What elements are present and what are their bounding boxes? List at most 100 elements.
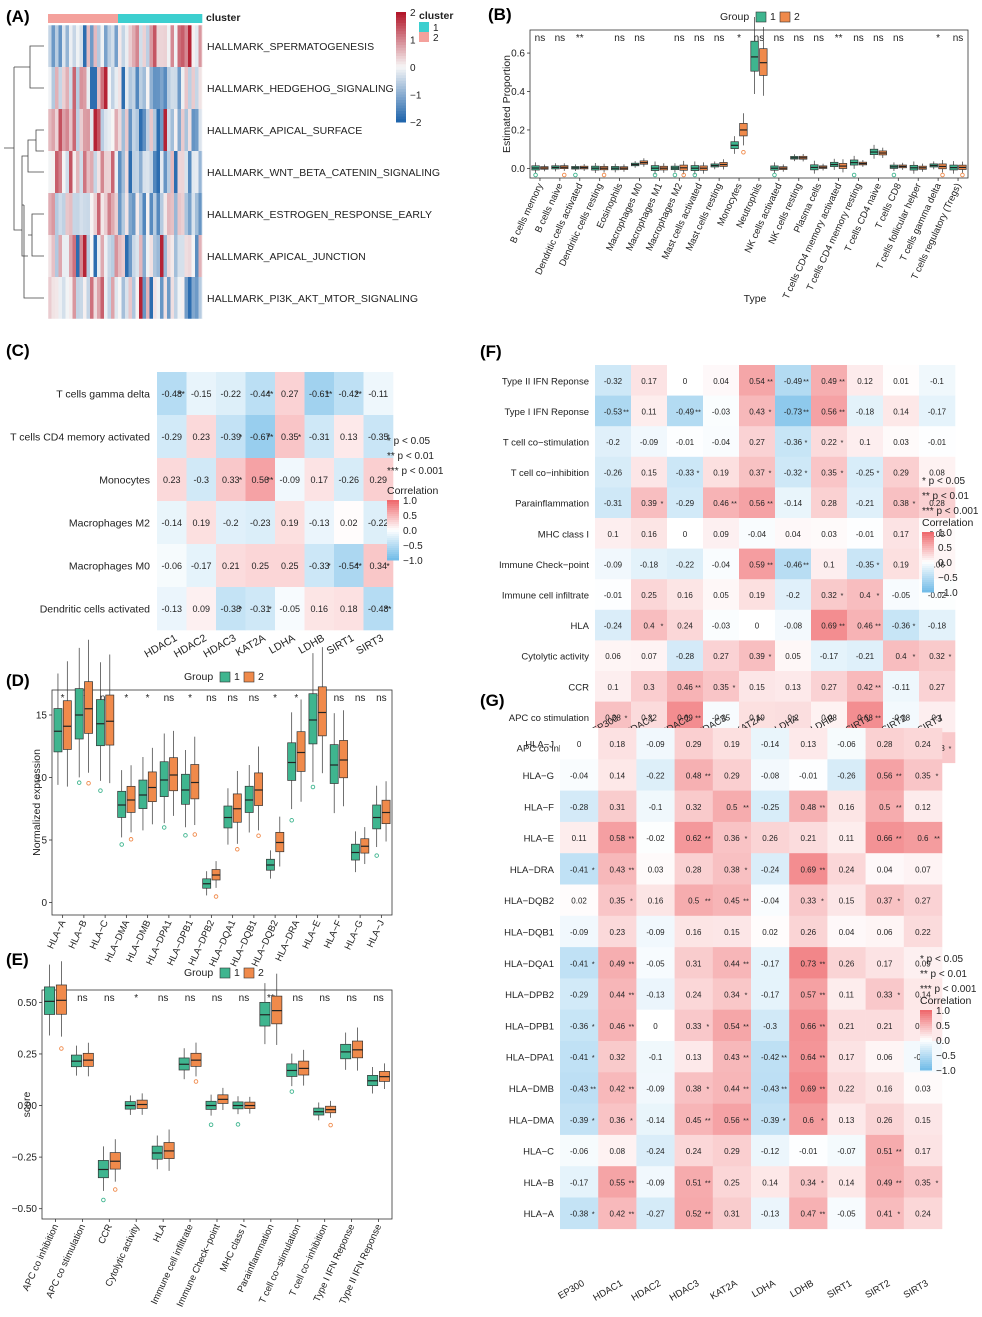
cluster-bar-cell	[100, 14, 105, 23]
cell-value: -0.01	[604, 591, 623, 600]
heatmap-cell	[751, 1103, 790, 1136]
cell-value: 0.26	[839, 959, 855, 968]
x-axis-label: Type	[744, 293, 767, 305]
outlier-point	[289, 1089, 295, 1094]
significance-label: **	[80, 693, 88, 704]
cell-stars: *	[821, 897, 824, 906]
heatmap-cell	[167, 235, 171, 277]
cell-value: 0	[653, 1022, 658, 1031]
cell-value: -0.35	[368, 432, 389, 442]
heatmap-cell	[125, 25, 129, 67]
row-label: Macrophages M2	[69, 518, 150, 530]
heatmap-cell	[667, 671, 704, 702]
heatmap-cell	[128, 109, 133, 151]
colorbar-step	[396, 89, 406, 93]
heatmap-cell	[919, 487, 956, 519]
cell-value: 0.09	[192, 604, 210, 614]
outlier-point	[561, 172, 567, 178]
scale-step	[920, 1022, 932, 1025]
panel-g: (G)HLA−J 0 0.18 -0.09 0.29 0.19 -0.14 0.13 -0.06…	[480, 691, 977, 1304]
heatmap-cell	[76, 193, 80, 235]
heatmap-cell	[739, 487, 776, 519]
heatmap-cell	[751, 1166, 790, 1198]
cell-value: 0.17	[641, 377, 657, 386]
cell-value: -0.39	[220, 432, 241, 442]
heatmap-cell	[789, 821, 828, 854]
heatmap-cell	[104, 151, 108, 193]
heatmap-cell	[903, 884, 943, 917]
cell-stars: *	[913, 652, 916, 661]
cell-value: 0.15	[641, 469, 657, 478]
heatmap-cell	[919, 395, 956, 427]
heatmap-cell	[170, 151, 175, 193]
heatmap-cell	[174, 67, 178, 109]
heatmap-cell	[65, 151, 70, 193]
heatmap-cell	[181, 109, 185, 151]
heatmap-cell	[186, 415, 217, 459]
cell-value: 0.6	[803, 1116, 815, 1125]
heatmap-cell	[146, 193, 150, 235]
heatmap-cell	[674, 759, 714, 791]
heatmap-cell	[883, 365, 920, 396]
cell-stars: **	[781, 1084, 787, 1093]
cell-value: 0.73	[801, 959, 817, 968]
heatmap-cell	[674, 728, 714, 760]
heatmap-cell	[275, 458, 305, 502]
cell-value: 0.64	[801, 1053, 817, 1062]
scale-step	[922, 570, 934, 573]
heatmap-cell	[865, 978, 905, 1010]
cell-value: -0.29	[676, 499, 695, 508]
cell-value: 0.34	[369, 561, 387, 571]
y-axis-label: Estimated Proportion	[501, 55, 513, 153]
heatmap-cell	[79, 235, 84, 277]
cell-value: 0.31	[724, 1210, 740, 1219]
heatmap-cell	[775, 426, 812, 458]
heatmap-cell	[751, 821, 790, 854]
scale-title: Correlation	[922, 517, 974, 529]
cluster-legend-title: cluster	[206, 12, 240, 24]
cell-value: -0.31	[309, 432, 330, 442]
significance-legend: ** p < 0.01	[922, 491, 969, 502]
scale-step	[920, 1032, 932, 1035]
cell-stars: *	[805, 469, 808, 478]
cell-value: 0.3	[643, 683, 655, 692]
panel-label: (E)	[6, 950, 29, 969]
outlier-point	[940, 172, 945, 178]
heatmap-cell	[595, 487, 632, 519]
scale-step	[922, 560, 934, 563]
cell-value: -0.48	[161, 389, 182, 399]
heatmap-cell	[167, 277, 171, 319]
cluster-bar-cell	[139, 14, 143, 23]
heatmap-cell	[111, 193, 115, 235]
cell-value: 0.5	[879, 803, 891, 812]
cell-value: 0.43	[724, 1053, 740, 1062]
heatmap-cell	[865, 790, 905, 823]
heatmap-cell	[191, 151, 196, 193]
heatmap-cell	[667, 487, 704, 519]
box-body	[181, 773, 190, 805]
heatmap-cell	[97, 67, 101, 109]
scale-tick: 0.5	[403, 511, 417, 522]
heatmap-cell	[97, 193, 101, 235]
scale-tick: 0.0	[938, 558, 952, 569]
heatmap-cell	[919, 426, 956, 458]
cell-stars: **	[628, 1022, 634, 1031]
cell-stars: **	[705, 1210, 711, 1219]
cell-stars: **	[628, 865, 634, 874]
heatmap-cell	[125, 151, 129, 193]
heatmap-cell	[58, 151, 63, 193]
heatmap-cell	[90, 277, 94, 319]
scale-step	[920, 1066, 932, 1069]
heatmap-cell	[751, 853, 790, 885]
cell-value: 0.29	[724, 1147, 740, 1156]
cell-value: 0.14	[762, 1178, 778, 1187]
significance-label: *	[134, 993, 138, 1004]
heatmap-cell	[167, 193, 171, 235]
cell-value: 0	[577, 740, 582, 749]
heatmap-cell	[703, 671, 740, 702]
heatmap-cell	[114, 67, 119, 109]
significance-label: **	[835, 33, 843, 44]
outlier-point	[161, 825, 167, 830]
outlier-point	[213, 894, 219, 899]
cell-value: -0.42	[338, 389, 359, 399]
